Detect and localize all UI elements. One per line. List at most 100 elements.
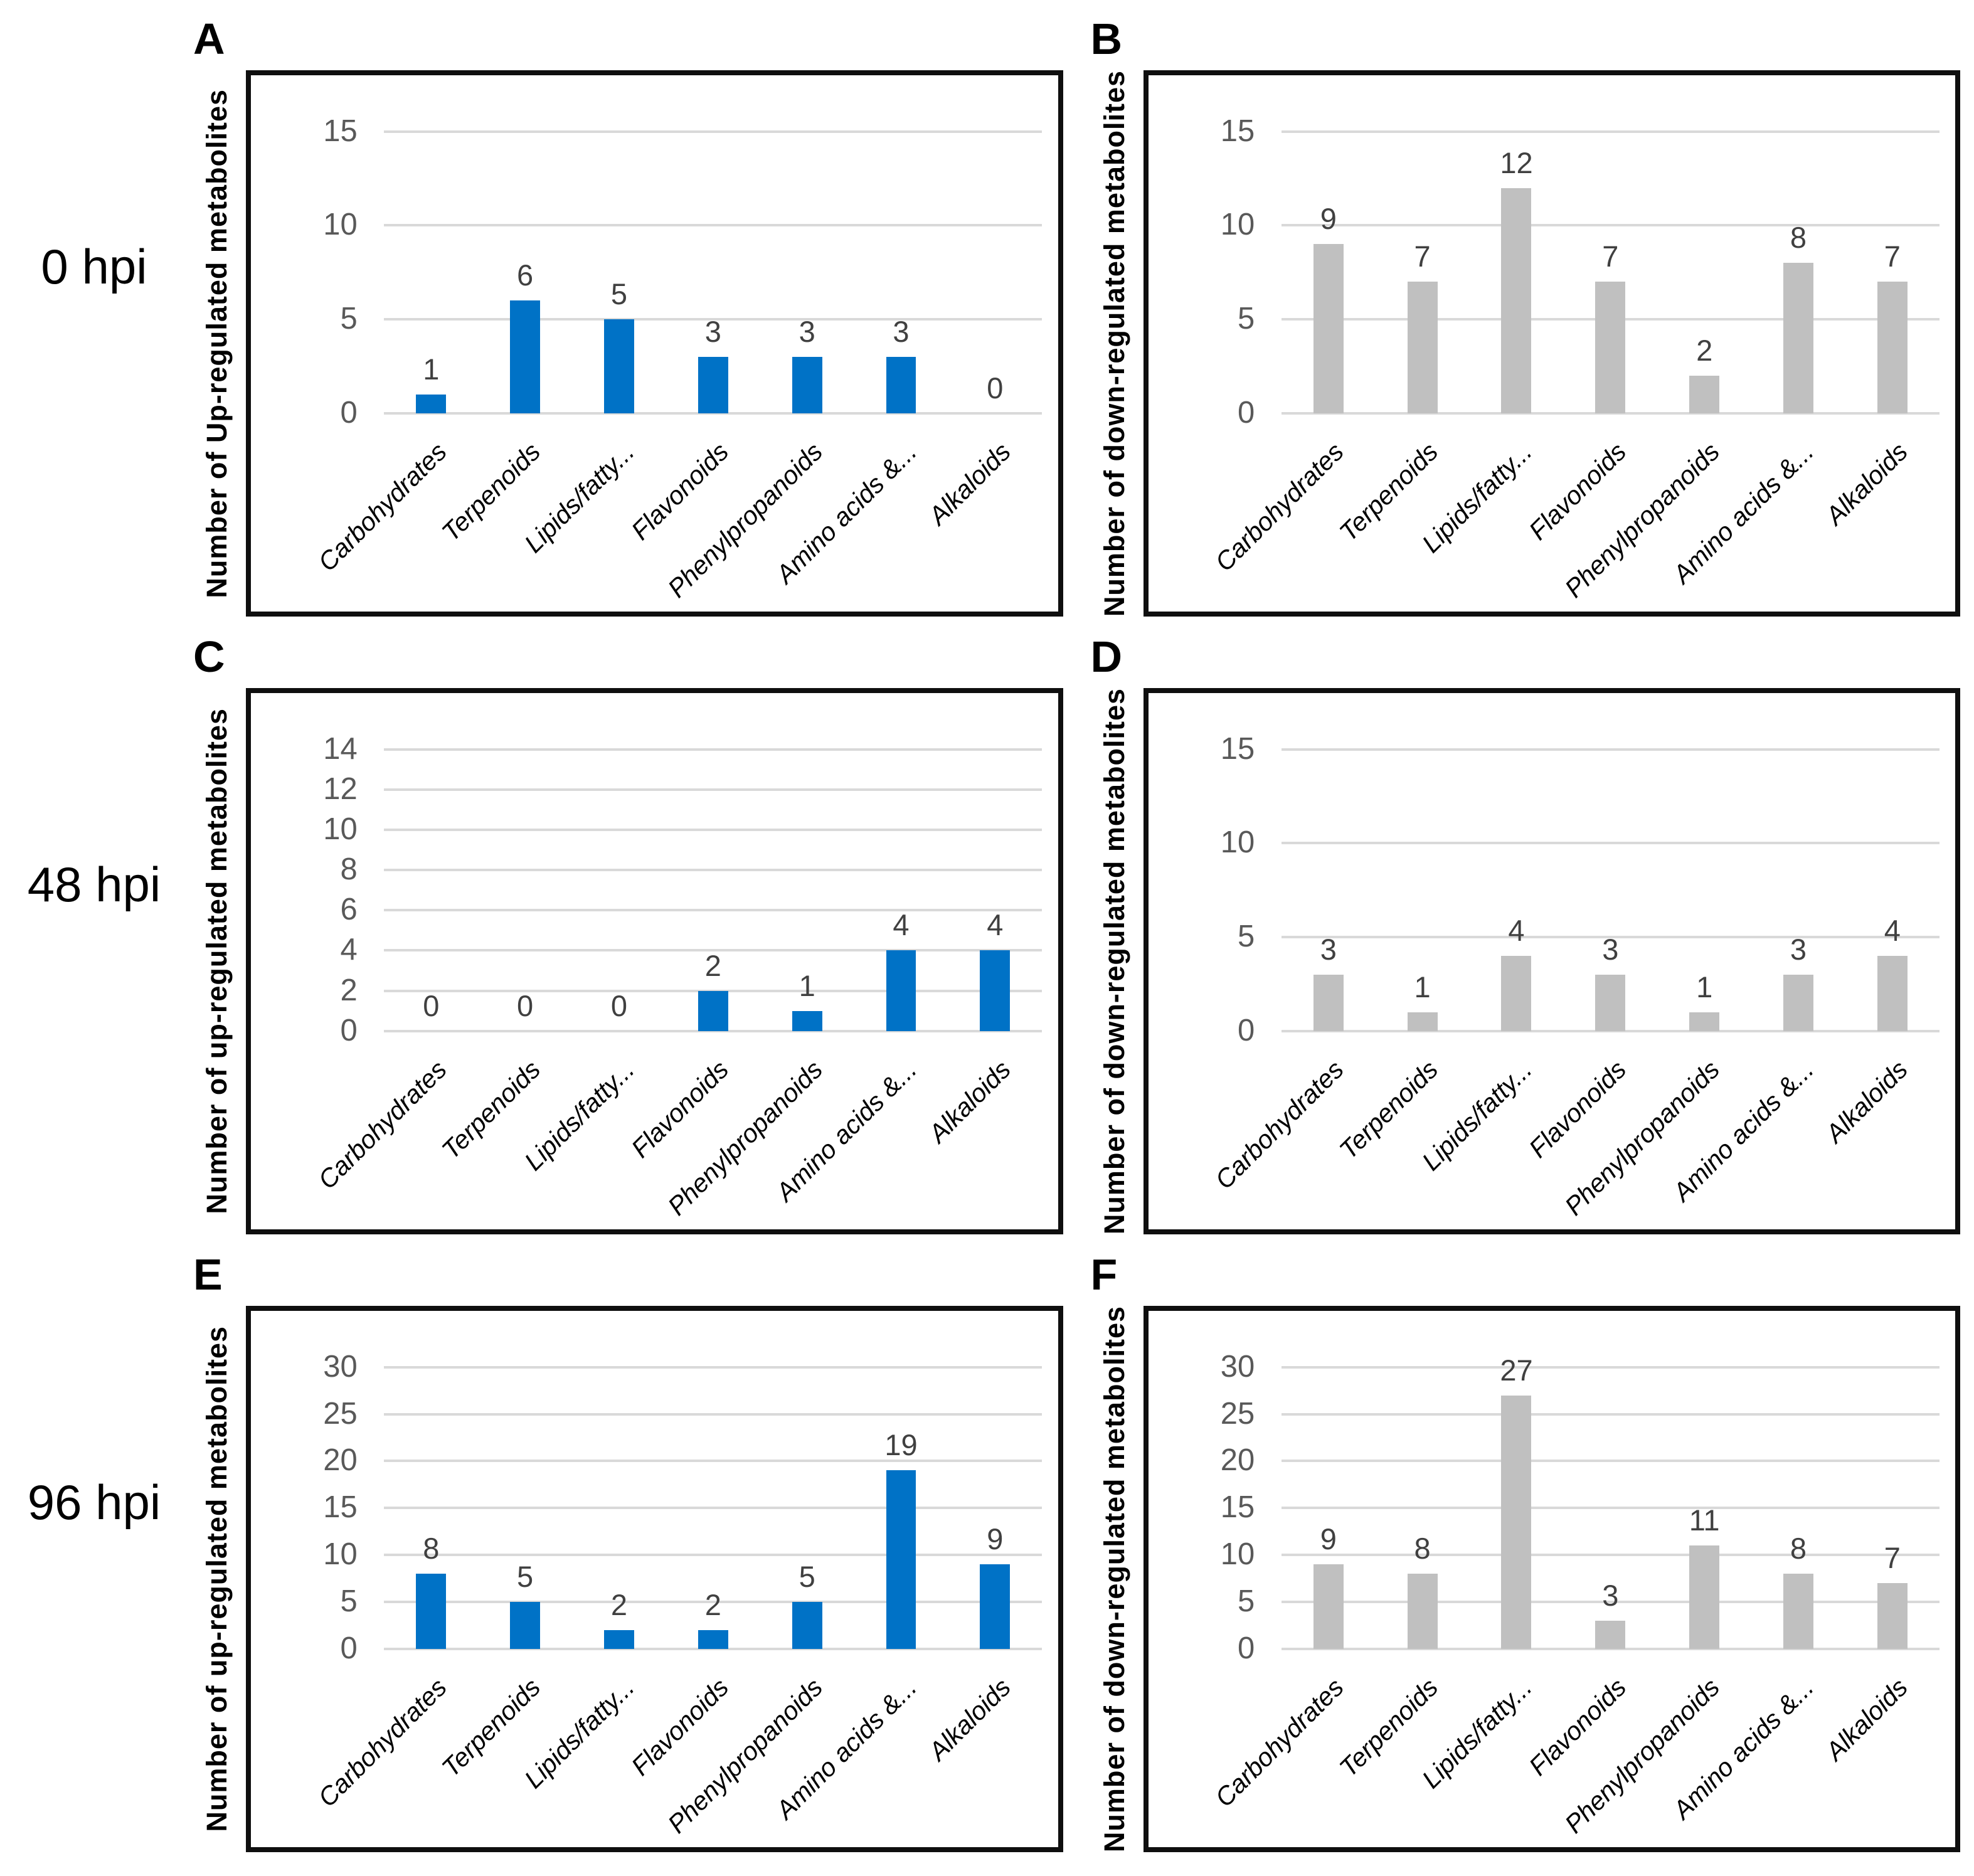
bar [792, 1010, 822, 1031]
bar [1595, 1620, 1626, 1649]
bar [1595, 282, 1626, 413]
bar-value-label: 27 [1500, 1353, 1533, 1387]
y-tick-label: 15 [323, 114, 358, 148]
gridline [1281, 1647, 1940, 1650]
y-axis-title-e: Number of up-regulated metabolites [201, 1326, 233, 1832]
bar [1783, 974, 1813, 1031]
bar [1877, 282, 1908, 413]
bar-value-label: 2 [1696, 333, 1713, 367]
gridline [384, 130, 1043, 133]
bar [1407, 1012, 1438, 1031]
panel-c: C Number of up-regulated metabolites 0 2 4… [188, 618, 1063, 1258]
gridline [384, 949, 1043, 952]
y-tick-label: 8 [340, 852, 358, 887]
bar [1689, 375, 1720, 413]
bar [603, 1630, 634, 1649]
x-category-label: Alkaloids [923, 437, 1016, 531]
x-category-label: Alkaloids [1820, 1672, 1914, 1766]
row-label-48hpi: 48 hpi [27, 857, 161, 913]
bar [698, 356, 728, 413]
y-axis-title-c: Number of up-regulated metabolites [201, 708, 233, 1214]
bar-value-label: 2 [704, 1587, 721, 1621]
bar [416, 1573, 447, 1649]
x-category-label: Carbohydrates [1209, 1672, 1350, 1813]
bar-value-label: 9 [1320, 1522, 1337, 1555]
bar [1689, 1545, 1720, 1649]
gridline [1281, 748, 1940, 751]
bar-value-label: 1 [799, 968, 815, 1002]
x-category-label: Carbohydrates [312, 1672, 452, 1813]
panel-e: E Number of up-regulated metabolites 0 5 1… [188, 1236, 1063, 1876]
x-category-label: Carbohydrates [1209, 437, 1350, 577]
bar-value-label: 3 [1602, 1578, 1619, 1612]
y-tick-label: 10 [1220, 825, 1255, 860]
gridline [384, 1600, 1043, 1603]
panel-letter-a: A [193, 14, 225, 63]
bar-value-label: 0 [987, 371, 1004, 405]
bar-value-label: 2 [610, 1587, 628, 1621]
bar [1689, 1012, 1720, 1031]
bar-value-label: 11 [1689, 1503, 1720, 1537]
bar-value-label: 9 [987, 1522, 1004, 1555]
bar [1595, 974, 1626, 1031]
figure-row-48hpi: 48 hpi C Number of up-regulated metaboli… [0, 618, 1974, 1236]
bar-value-label: 9 [1320, 202, 1337, 236]
bar-value-label: 4 [1884, 913, 1901, 947]
bar [1501, 955, 1532, 1031]
column-gap [1063, 1236, 1086, 1876]
bar [1877, 955, 1908, 1031]
bar-value-label: 1 [1414, 970, 1431, 1004]
x-category-label: Alkaloids [923, 1054, 1016, 1148]
bar-value-label: 4 [987, 908, 1004, 942]
y-tick-label: 0 [340, 1013, 358, 1047]
bar [886, 356, 916, 413]
y-tick-label: 20 [323, 1443, 358, 1478]
gridline [384, 1460, 1043, 1463]
gridline [384, 1365, 1043, 1369]
panel-letter-d: D [1090, 632, 1123, 681]
bar-value-label: 5 [517, 1559, 534, 1593]
gridline [384, 1507, 1043, 1510]
gridline [384, 1029, 1043, 1032]
bar [510, 300, 541, 413]
y-tick-label: 30 [1220, 1349, 1255, 1384]
y-tick-label: 10 [323, 812, 358, 847]
gridline [1281, 936, 1940, 939]
gridline [1281, 1600, 1940, 1603]
gridline [384, 829, 1043, 832]
gridline [384, 1554, 1043, 1557]
row-label-0hpi: 0 hpi [41, 239, 147, 295]
bar [1501, 188, 1532, 413]
y-axis-title-b: Number of down-regulated metabolites [1098, 70, 1130, 617]
x-category-label: Alkaloids [1820, 437, 1914, 531]
panel-a: A Number of Up-regulated metabolites 0 5 1… [188, 0, 1063, 640]
bar-value-label: 8 [1414, 1531, 1431, 1565]
bar-value-label: 2 [704, 948, 721, 982]
bar [792, 1601, 822, 1649]
bar-value-label: 8 [1790, 1531, 1807, 1565]
bar [603, 319, 634, 413]
y-tick-label: 5 [340, 302, 358, 336]
y-tick-label: 15 [1220, 731, 1255, 766]
bar-value-label: 0 [517, 988, 534, 1022]
chart-plot-e: 0 5 10 15 20 25 30 8 Carbohydrates 5 Terpenoids 2 Li… [246, 1306, 1063, 1853]
y-tick-label: 0 [1238, 1631, 1255, 1665]
gridline [1281, 1029, 1940, 1032]
chart-plot-b: 0 5 10 15 9 Carbohydrates 7 Terpenoids 12 Lipids/… [1143, 70, 1960, 617]
bar-value-label: 1 [423, 352, 440, 386]
bar [1877, 1582, 1908, 1649]
figure-row-0hpi: 0 hpi A Number of Up-regulated metabolit… [0, 0, 1974, 618]
y-tick-label: 10 [323, 208, 358, 242]
bar-value-label: 5 [799, 1559, 815, 1593]
bar [510, 1601, 541, 1649]
chart-plot-f: 0 5 10 15 20 25 30 9 Carbohydrates 8 Terpenoids 27 L… [1143, 1306, 1960, 1853]
gridline [1281, 224, 1940, 227]
x-category-label: Carbohydrates [1209, 1054, 1350, 1195]
panel-letter-f: F [1090, 1250, 1118, 1299]
gridline [1281, 1365, 1940, 1369]
bar-value-label: 7 [1884, 240, 1901, 273]
bar-value-label: 3 [704, 314, 721, 348]
bar-value-label: 4 [893, 908, 910, 942]
y-tick-label: 30 [323, 1349, 358, 1384]
